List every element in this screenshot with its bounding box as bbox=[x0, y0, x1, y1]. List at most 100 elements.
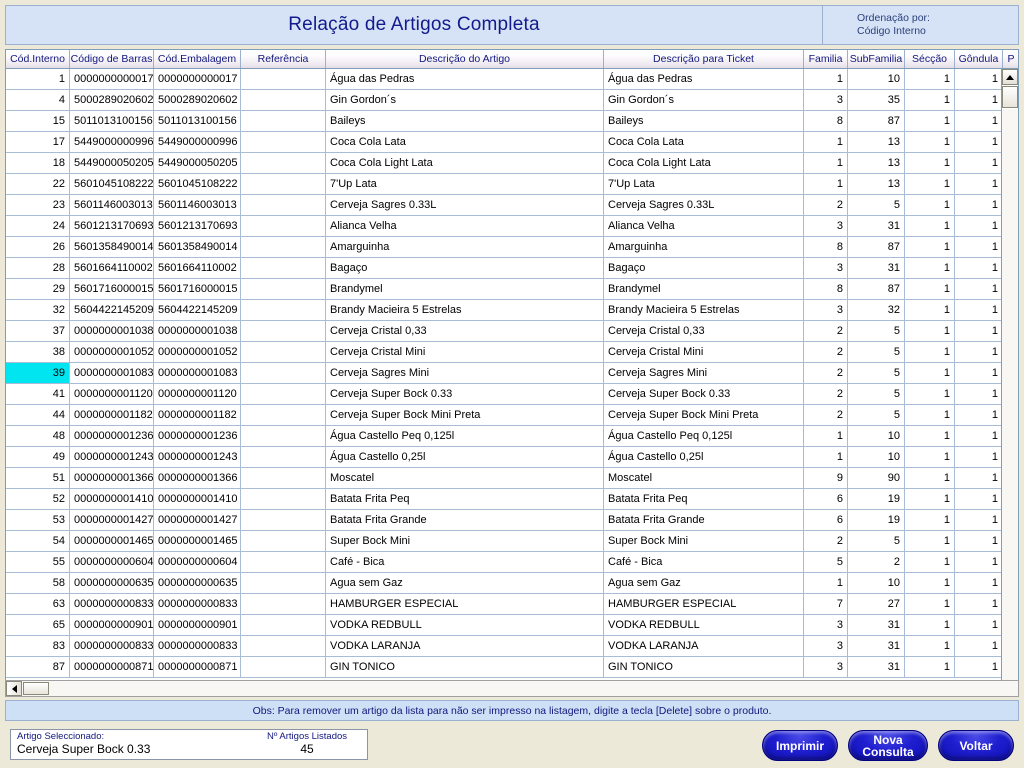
articles-grid[interactable]: Cód.Interno Código de Barras Cód.Embalagem… bbox=[5, 49, 1019, 697]
cell-descricao-artigo: Água das Pedras bbox=[326, 69, 604, 89]
table-row[interactable]: 38 0000000001052 0000000001052 Cerveja Cris… bbox=[6, 342, 1018, 363]
cell-descricao-artigo: VODKA LARANJA bbox=[326, 636, 604, 656]
table-row[interactable]: 22 5601045108222 5601045108222 7'Up Lata 7'U… bbox=[6, 174, 1018, 195]
horizontal-scroll-thumb[interactable] bbox=[23, 682, 49, 695]
cell-cod-embalagem: 0000000000833 bbox=[154, 594, 241, 614]
table-row[interactable]: 63 0000000000833 0000000000833 HAMBURGER ES… bbox=[6, 594, 1018, 615]
table-row[interactable]: 26 5601358490014 5601358490014 Amarguinha Am… bbox=[6, 237, 1018, 258]
table-row[interactable]: 32 5604422145209 5604422145209 Brandy Macie… bbox=[6, 300, 1018, 321]
table-row[interactable]: 58 0000000000635 0000000000635 Agua sem Gaz… bbox=[6, 573, 1018, 594]
table-row[interactable]: 48 0000000001236 0000000001236 Água Castell… bbox=[6, 426, 1018, 447]
table-row[interactable]: 65 0000000000901 0000000000901 VODKA REDBUL… bbox=[6, 615, 1018, 636]
cell-descricao-artigo: Batata Frita Peq bbox=[326, 489, 604, 509]
cell-familia: 1 bbox=[804, 573, 848, 593]
column-header-descricao-artigo[interactable]: Descrição do Artigo bbox=[326, 50, 604, 68]
cell-codigo-barras: 0000000000871 bbox=[70, 657, 154, 677]
cell-cod-interno: 23 bbox=[6, 195, 70, 215]
cell-gondula: 1 bbox=[955, 111, 1003, 131]
table-row[interactable]: 55 0000000000604 0000000000604 Café - Bica C… bbox=[6, 552, 1018, 573]
column-header-codigo-barras[interactable]: Código de Barras bbox=[70, 50, 154, 68]
vertical-scrollbar[interactable] bbox=[1001, 69, 1018, 696]
cell-cod-interno: 54 bbox=[6, 531, 70, 551]
cell-subfamilia: 87 bbox=[848, 279, 905, 299]
cell-codigo-barras: 0000000001465 bbox=[70, 531, 154, 551]
grid-header-row[interactable]: Cód.Interno Código de Barras Cód.Embalagem… bbox=[6, 50, 1018, 69]
cell-descricao-artigo: Café - Bica bbox=[326, 552, 604, 572]
table-row[interactable]: 1 0000000000017 0000000000017 Água das Pedr… bbox=[6, 69, 1018, 90]
cell-referencia bbox=[241, 237, 326, 257]
horizontal-scrollbar[interactable] bbox=[5, 680, 1019, 697]
column-header-descricao-ticket[interactable]: Descrição para Ticket bbox=[604, 50, 804, 68]
cell-descricao-artigo: Bagaço bbox=[326, 258, 604, 278]
selected-article-value: Cerveja Super Bock 0.33 bbox=[17, 742, 151, 756]
table-row[interactable]: 24 5601213170693 5601213170693 Alianca Velh… bbox=[6, 216, 1018, 237]
column-header-subfamilia[interactable]: SubFamilia bbox=[848, 50, 905, 68]
cell-cod-embalagem: 0000000000017 bbox=[154, 69, 241, 89]
cell-cod-embalagem: 5601213170693 bbox=[154, 216, 241, 236]
column-header-cod-embalagem[interactable]: Cód.Embalagem bbox=[154, 50, 241, 68]
cell-referencia bbox=[241, 468, 326, 488]
table-row[interactable]: 54 0000000001465 0000000001465 Super Bock M… bbox=[6, 531, 1018, 552]
cell-gondula: 1 bbox=[955, 615, 1003, 635]
table-row[interactable]: 29 5601716000015 5601716000015 Brandymel Bra… bbox=[6, 279, 1018, 300]
cell-cod-embalagem: 5604422145209 bbox=[154, 300, 241, 320]
cell-gondula: 1 bbox=[955, 279, 1003, 299]
vertical-scroll-track[interactable] bbox=[1002, 109, 1018, 680]
column-header-gondula[interactable]: Gôndula bbox=[955, 50, 1003, 68]
table-row[interactable]: 52 0000000001410 0000000001410 Batata Frita… bbox=[6, 489, 1018, 510]
cell-cod-interno: 53 bbox=[6, 510, 70, 530]
new-query-button-label-line2: Consulta bbox=[862, 744, 914, 759]
table-row[interactable]: 4 5000289020602 5000289020602 Gin Gordon´s G… bbox=[6, 90, 1018, 111]
print-button[interactable]: Imprimir bbox=[762, 730, 838, 761]
table-row[interactable]: 37 0000000001038 0000000001038 Cerveja Cris… bbox=[6, 321, 1018, 342]
table-row[interactable]: 53 0000000001427 0000000001427 Batata Frita… bbox=[6, 510, 1018, 531]
cell-gondula: 1 bbox=[955, 573, 1003, 593]
grid-rows[interactable]: 1 0000000000017 0000000000017 Água das Pedr… bbox=[6, 69, 1018, 678]
table-row[interactable]: 15 5011013100156 5011013100156 Baileys Baile… bbox=[6, 111, 1018, 132]
cell-cod-embalagem: 0000000000901 bbox=[154, 615, 241, 635]
scroll-left-button[interactable] bbox=[6, 681, 22, 696]
table-row[interactable]: 44 0000000001182 0000000001182 Cerveja Supe… bbox=[6, 405, 1018, 426]
table-row[interactable]: 83 0000000000833 0000000000833 VODKA LARANJ… bbox=[6, 636, 1018, 657]
column-header-p[interactable]: P bbox=[1003, 50, 1018, 68]
cell-subfamilia: 19 bbox=[848, 510, 905, 530]
column-header-seccao[interactable]: Sécção bbox=[905, 50, 955, 68]
table-row[interactable]: 49 0000000001243 0000000001243 Água Castell… bbox=[6, 447, 1018, 468]
cell-cod-embalagem: 5000289020602 bbox=[154, 90, 241, 110]
cell-descricao-artigo: Água Castello 0,25l bbox=[326, 447, 604, 467]
cell-seccao: 1 bbox=[905, 111, 955, 131]
cell-gondula: 1 bbox=[955, 657, 1003, 677]
table-row[interactable]: 51 0000000001366 0000000001366 Moscatel Mosc… bbox=[6, 468, 1018, 489]
cell-gondula: 1 bbox=[955, 342, 1003, 362]
table-row[interactable]: 18 5449000050205 5449000050205 Coca Cola Li… bbox=[6, 153, 1018, 174]
table-row[interactable]: 39 0000000001083 0000000001083 Cerveja Sagr… bbox=[6, 363, 1018, 384]
cell-familia: 2 bbox=[804, 405, 848, 425]
table-row[interactable]: 41 0000000001120 0000000001120 Cerveja Supe… bbox=[6, 384, 1018, 405]
cell-cod-interno: 65 bbox=[6, 615, 70, 635]
vertical-scroll-thumb[interactable] bbox=[1002, 86, 1018, 108]
back-button[interactable]: Voltar bbox=[938, 730, 1014, 761]
cell-codigo-barras: 5449000050205 bbox=[70, 153, 154, 173]
cell-codigo-barras: 0000000000017 bbox=[70, 69, 154, 89]
cell-descricao-ticket: Gin Gordon´s bbox=[604, 90, 804, 110]
cell-subfamilia: 32 bbox=[848, 300, 905, 320]
cell-gondula: 1 bbox=[955, 594, 1003, 614]
cell-familia: 3 bbox=[804, 636, 848, 656]
grid-body[interactable]: 1 0000000000017 0000000000017 Água das Pedr… bbox=[6, 69, 1018, 696]
column-header-referencia[interactable]: Referência bbox=[241, 50, 326, 68]
scroll-up-button[interactable] bbox=[1002, 69, 1018, 85]
table-row[interactable]: 17 5449000000996 5449000000996 Coca Cola La… bbox=[6, 132, 1018, 153]
table-row[interactable]: 28 5601664110002 5601664110002 Bagaço Bagaço… bbox=[6, 258, 1018, 279]
new-query-button[interactable]: Nova Consulta bbox=[848, 730, 928, 761]
cell-codigo-barras: 0000000001052 bbox=[70, 342, 154, 362]
cell-familia: 1 bbox=[804, 426, 848, 446]
table-row[interactable]: 23 5601146003013 5601146003013 Cerveja Sagr… bbox=[6, 195, 1018, 216]
column-header-cod-interno[interactable]: Cód.Interno bbox=[6, 50, 70, 68]
cell-cod-interno: 48 bbox=[6, 426, 70, 446]
cell-cod-interno: 18 bbox=[6, 153, 70, 173]
cell-seccao: 1 bbox=[905, 531, 955, 551]
column-header-familia[interactable]: Familia bbox=[804, 50, 848, 68]
cell-cod-embalagem: 0000000001120 bbox=[154, 384, 241, 404]
cell-seccao: 1 bbox=[905, 342, 955, 362]
table-row[interactable]: 87 0000000000871 0000000000871 GIN TONICO GI… bbox=[6, 657, 1018, 678]
